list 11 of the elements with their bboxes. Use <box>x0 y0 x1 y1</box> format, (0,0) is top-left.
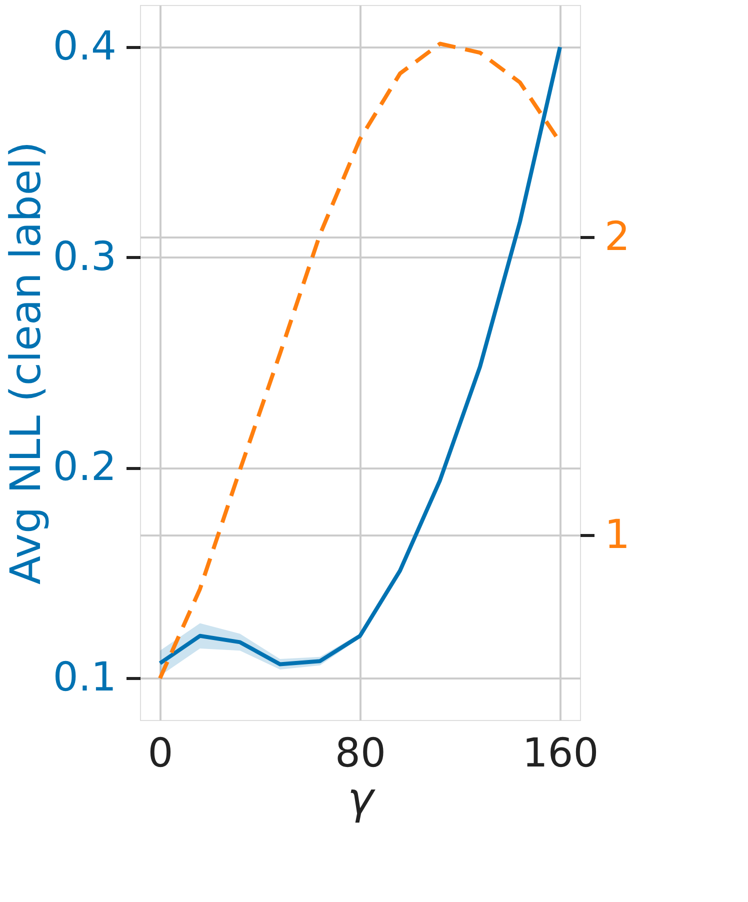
y2-tick-label: 2 <box>604 214 630 260</box>
y-tick-label: 0.2 <box>52 444 116 490</box>
y2-tick-label: 1 <box>604 512 630 558</box>
y-axis-title: Avg NLL (clean label) <box>0 141 50 585</box>
x-tick-label: 0 <box>148 730 174 776</box>
x-tick-label: 80 <box>335 730 386 776</box>
y-tick-label: 0.3 <box>52 234 116 280</box>
x-axis-title: γ <box>347 774 376 824</box>
y-tick-label: 0.1 <box>52 654 116 700</box>
x-tick-label: 160 <box>522 730 599 776</box>
y-tick-label: 0.4 <box>52 24 116 70</box>
